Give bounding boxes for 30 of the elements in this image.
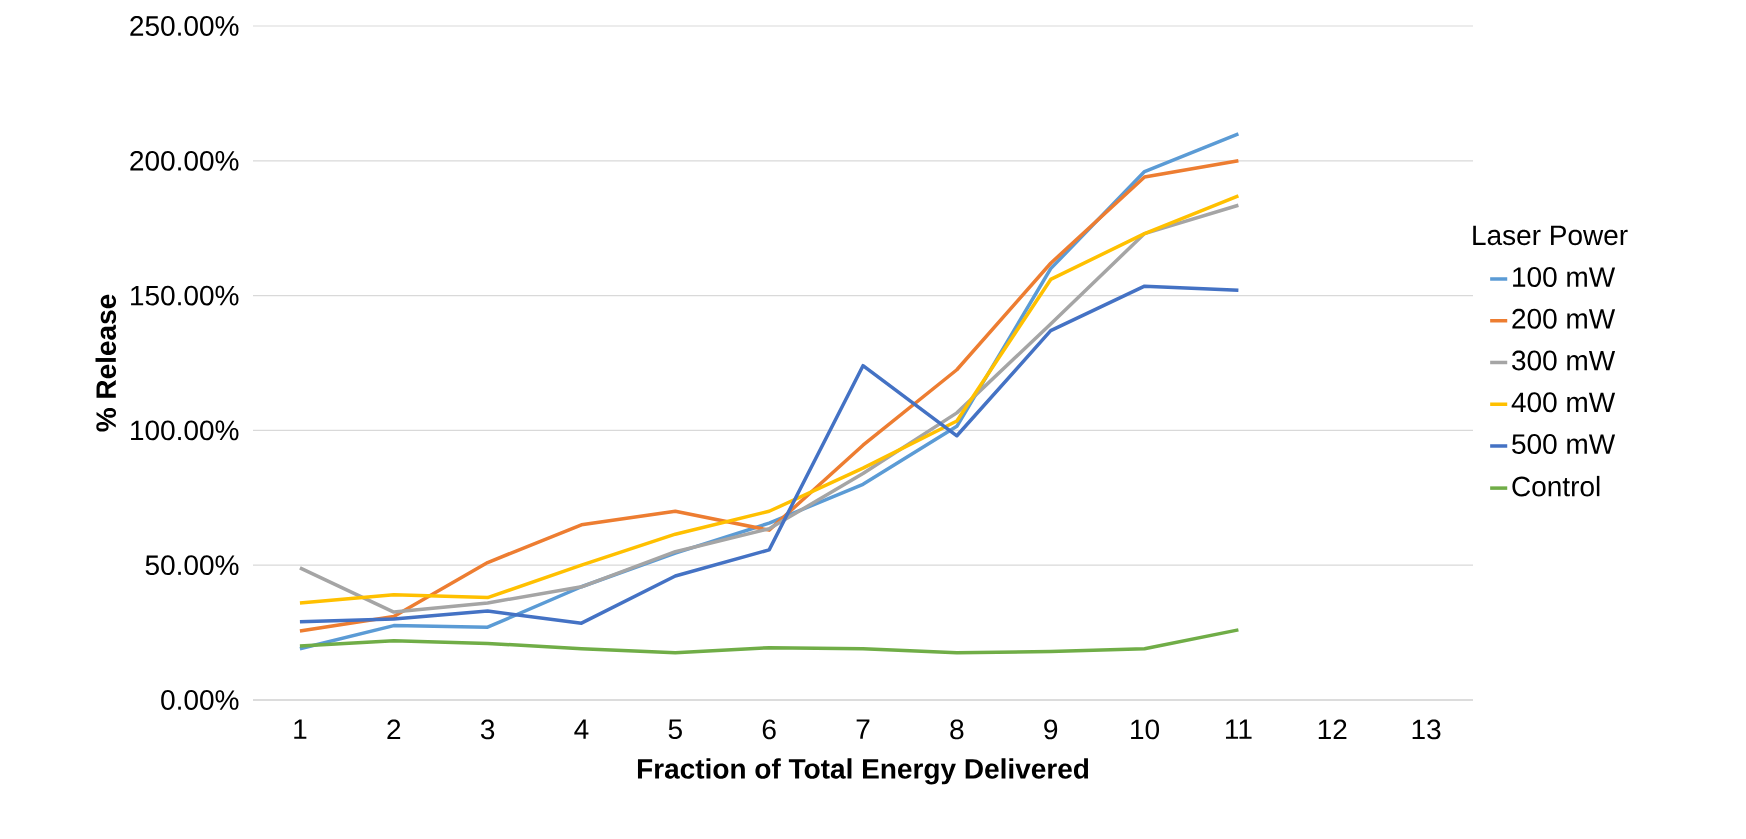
- x-tick-label: 5: [668, 719, 682, 740]
- legend-label: 100 mW: [1513, 267, 1616, 287]
- y-tick-label: 0.00%: [161, 690, 239, 710]
- x-tick-label: 4: [574, 719, 589, 739]
- x-axis-title: Fraction of Total Energy Delivered: [637, 758, 1089, 785]
- y-tick-label: 150.00%: [131, 285, 239, 306]
- x-tick-label: 13: [1412, 719, 1441, 740]
- x-tick-label: 10: [1131, 719, 1160, 740]
- legend-label: 400 mW: [1511, 392, 1616, 413]
- legend-title: Laser Power: [1473, 225, 1628, 246]
- x-tick-label: 8: [950, 719, 964, 740]
- y-tick-label: 50.00%: [145, 555, 239, 576]
- x-tick-label: 1: [294, 719, 307, 739]
- legend-label: 200 mW: [1512, 308, 1616, 329]
- legend-label: Control: [1512, 475, 1600, 497]
- x-tick-label: 9: [1044, 719, 1058, 740]
- x-tick-label: 12: [1318, 719, 1347, 740]
- y-axis-title: % Release: [95, 294, 117, 432]
- x-tick-label: 7: [856, 719, 870, 739]
- legend-label: 500 mW: [1512, 434, 1616, 454]
- legend-label: 300 mW: [1512, 350, 1616, 371]
- x-tick-label: 6: [762, 719, 776, 740]
- line-series: [298, 628, 1241, 655]
- x-tick-label: 3: [480, 719, 495, 740]
- line-series: [298, 284, 1241, 625]
- y-tick-label: 100.00%: [131, 420, 239, 441]
- y-tick-label: 250.00%: [130, 16, 239, 36]
- x-tick-label: 11: [1225, 719, 1252, 739]
- x-tick-label: 2: [387, 719, 401, 740]
- y-tick-label: 200.00%: [130, 150, 239, 171]
